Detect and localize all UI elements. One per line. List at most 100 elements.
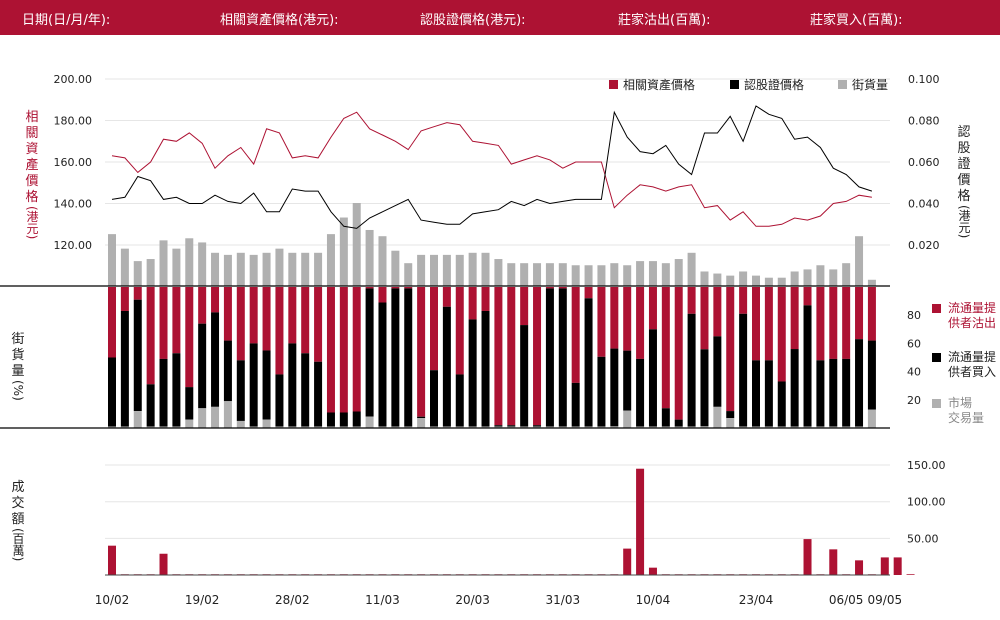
lp-sell-bar (610, 287, 619, 349)
legend-lp-buy-line1: 流通量提 (948, 349, 996, 364)
legend-market-volume-line2: 交易量 (948, 410, 984, 425)
lp-buy-bar (520, 325, 529, 427)
x-tick-label: 28/02 (275, 593, 310, 607)
outstanding-bar (365, 229, 374, 286)
lp-sell-bar (816, 287, 825, 361)
lp-sell-bar (674, 287, 683, 420)
x-tick-label: 11/03 (365, 593, 400, 607)
lp-buy-bar (726, 411, 735, 419)
outstanding-bar (687, 252, 696, 286)
legend-underlying-price: 相關資產價格 (623, 77, 695, 92)
lp-sell-bar (442, 287, 451, 307)
chart-canvas: 200.00 180.00 160.00 140.00 120.00 0.100 0.080… (0, 73, 996, 607)
lp-sell-bar (764, 287, 773, 361)
lp-sell-bar (120, 287, 129, 311)
y-bottom-tick-label: 100.00 (907, 496, 946, 509)
outstanding-bar (391, 250, 400, 286)
market-volume-bar (520, 426, 529, 428)
lp-sell-bar (185, 287, 194, 388)
outstanding-bar (120, 248, 129, 286)
market-volume-bar (584, 426, 593, 428)
market-volume-bar (417, 418, 426, 428)
lp-buy-bar (185, 387, 194, 420)
lp-sell-bar (636, 287, 645, 359)
lp-sell-bar (855, 287, 864, 340)
x-tick-label: 10/02 (95, 593, 130, 607)
market-volume-bar (636, 426, 645, 428)
axis-label-char: 關 (25, 126, 39, 141)
outstanding-bar (700, 271, 709, 286)
market-volume-bar (223, 401, 232, 428)
lp-buy-bar (120, 310, 129, 427)
market-volume-bar (262, 419, 271, 428)
lp-sell-bar (365, 287, 374, 289)
axis-label-char: (港元) (25, 206, 39, 240)
y-right-tick-label: 0.080 (908, 115, 940, 128)
lp-buy-bar (571, 382, 580, 427)
underlying-price-line (111, 111, 872, 227)
outstanding-bar (468, 252, 477, 286)
outstanding-bar (597, 265, 606, 286)
lp-buy-bar (146, 384, 155, 427)
axis-label-char: (百萬) (11, 528, 25, 562)
header-underlying-price-label: 相關資產價格(港元): (220, 13, 339, 28)
lp-buy-bar (288, 343, 297, 427)
outstanding-bar (236, 252, 245, 286)
market-volume-bar (816, 426, 825, 428)
outstanding-bar (648, 261, 657, 286)
legend-warrant-price: 認股證價格 (744, 77, 804, 92)
lp-sell-bar (648, 287, 657, 330)
outstanding-bar (481, 252, 490, 286)
market-volume-bar (391, 426, 400, 428)
outstanding-bar (159, 240, 168, 286)
lp-sell-bar (249, 287, 258, 344)
turnover-bar (803, 539, 812, 575)
turnover-bar (159, 553, 168, 575)
lp-buy-bar (198, 323, 207, 409)
market-volume-bar (623, 410, 632, 428)
lp-buy-bar (739, 313, 748, 427)
lp-buy-bar (687, 313, 696, 427)
market-volume-bar (687, 426, 696, 428)
lp-buy-bar (275, 374, 284, 427)
outstanding-bar (842, 263, 851, 286)
lp-sell-bar (352, 287, 361, 412)
lp-sell-bar (404, 287, 413, 289)
lp-buy-bar (249, 343, 258, 427)
lp-sell-bar (597, 287, 606, 357)
market-volume-bar (700, 426, 709, 428)
y-left-tick-label: 120.00 (54, 239, 93, 252)
turnover-bar (906, 574, 915, 575)
axis-label-char: 街 (11, 332, 25, 347)
lp-sell-bar (842, 287, 851, 359)
outstanding-bar (262, 252, 271, 286)
y-left-tick-label: 180.00 (54, 115, 93, 128)
lp-buy-bar (108, 357, 116, 427)
lp-sell-bar (571, 287, 580, 383)
outstanding-bar (404, 263, 413, 286)
market-volume-bar (648, 426, 657, 428)
x-tick-label: 10/04 (636, 593, 671, 607)
y-left-tick-label: 160.00 (54, 156, 93, 169)
lp-sell-bar (661, 287, 670, 409)
y-right-tick-label: 0.040 (908, 198, 940, 211)
warrant-price-line (111, 105, 873, 229)
market-volume-bar (571, 426, 580, 428)
y-right-tick-label: 0.060 (908, 156, 940, 169)
lp-buy-bar (455, 374, 464, 427)
outstanding-series (108, 203, 876, 286)
outstanding-bar (494, 259, 503, 286)
legend-market-volume-line1: 市場 (948, 395, 972, 410)
turnover-bar (880, 557, 889, 575)
lp-buy-bar (597, 356, 606, 427)
lp-sell-bar (236, 287, 245, 361)
lp-sell-bar (339, 287, 348, 413)
market-volume-bar (829, 426, 838, 428)
lp-buy-bar (842, 358, 851, 427)
lp-buy-bar (545, 288, 554, 427)
outstanding-bar (533, 263, 542, 286)
market-volume-bar (610, 426, 619, 428)
market-volume-bar (867, 409, 876, 428)
lp-buy-bar (326, 412, 335, 427)
outstanding-bar (571, 265, 580, 286)
